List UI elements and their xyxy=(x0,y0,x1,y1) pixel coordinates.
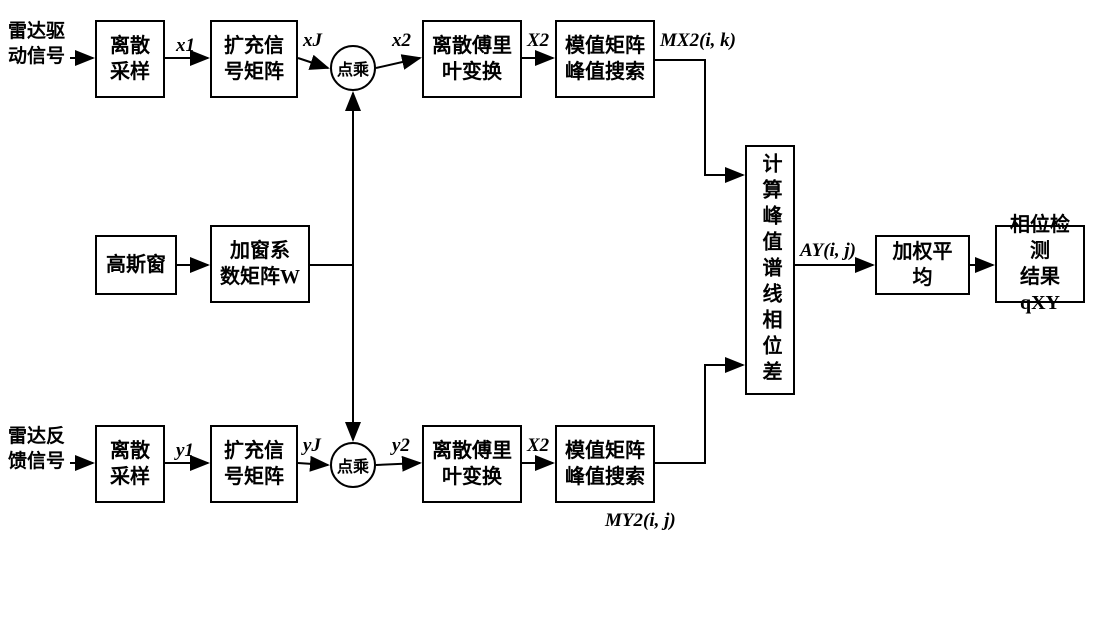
phase-result-box: 相位检测 结果qXY xyxy=(995,225,1085,303)
AY-label: AY(i, j) xyxy=(800,240,856,262)
X2-top-label: X2 xyxy=(527,30,549,52)
radar-drive-input-label: 雷达驱 动信号 xyxy=(8,20,78,69)
discrete-sample-bottom-box: 离散 采样 xyxy=(95,425,165,503)
yJ-label: yJ xyxy=(303,435,321,457)
dft-top-box: 离散傅里 叶变换 xyxy=(422,20,522,98)
window-coef-matrix-box: 加窗系 数矩阵W xyxy=(210,225,310,303)
peak-search-top-box: 模值矩阵 峰值搜索 xyxy=(555,20,655,98)
multiply-bottom-circle: 点乘 xyxy=(330,442,376,488)
discrete-sample-top-box: 离散 采样 xyxy=(95,20,165,98)
radar-feedback-input-label: 雷达反 馈信号 xyxy=(8,425,78,474)
multiply-top-circle: 点乘 xyxy=(330,45,376,91)
phase-diff-calc-box: 计算峰值谱线相位差 xyxy=(745,145,795,395)
x2-label: x2 xyxy=(392,30,411,52)
expand-matrix-bottom-box: 扩充信 号矩阵 xyxy=(210,425,298,503)
xJ-label: xJ xyxy=(303,30,322,52)
dft-bottom-box: 离散傅里 叶变换 xyxy=(422,425,522,503)
expand-matrix-top-box: 扩充信 号矩阵 xyxy=(210,20,298,98)
gaussian-window-box: 高斯窗 xyxy=(95,235,177,295)
X2-bottom-label: X2 xyxy=(527,435,549,457)
y2-label: y2 xyxy=(392,435,410,457)
MX2-label: MX2(i, k) xyxy=(660,30,736,52)
weighted-avg-box: 加权平均 xyxy=(875,235,970,295)
MY2-label: MY2(i, j) xyxy=(605,510,676,532)
tall-box-char: 计算峰值谱线相位差 xyxy=(757,153,783,387)
peak-search-bottom-box: 模值矩阵 峰值搜索 xyxy=(555,425,655,503)
x1-label: x1 xyxy=(176,35,195,57)
y1-label: y1 xyxy=(176,440,194,462)
